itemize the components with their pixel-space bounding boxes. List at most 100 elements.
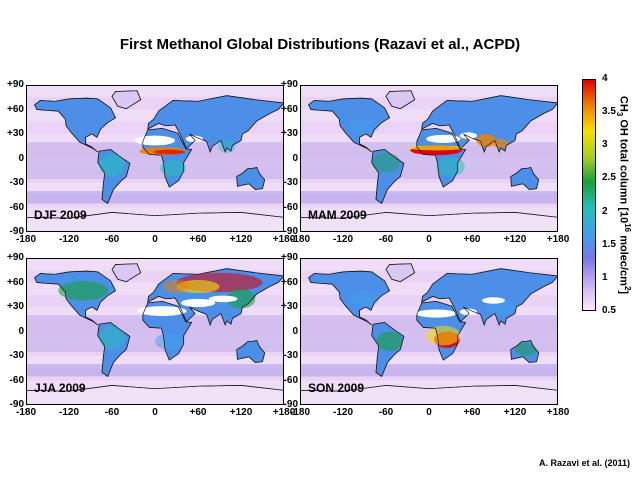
lat-tick-label: -90 bbox=[283, 399, 298, 410]
lon-tick-label: +120 bbox=[229, 234, 253, 245]
methanol-hotspot bbox=[163, 280, 190, 294]
no-data-mask bbox=[134, 135, 176, 146]
colorbar-tick-label: 4 bbox=[602, 73, 608, 84]
no-data-mask bbox=[459, 308, 478, 316]
lat-tick-label: -60 bbox=[283, 374, 298, 386]
lon-tick-label: 0 bbox=[152, 407, 158, 418]
methanol-hotspot bbox=[350, 290, 379, 307]
colorbar-label: CH3 OH total column [1016 molec/cm2] bbox=[615, 95, 632, 295]
lon-tick-label: +180 bbox=[546, 407, 570, 418]
lon-tick-label: +120 bbox=[229, 407, 253, 418]
methanol-hotspot bbox=[407, 145, 465, 151]
map-panel-djf: DJF 2009 bbox=[26, 85, 284, 232]
lat-tick-label: +30 bbox=[7, 128, 24, 139]
lat-tick-label: -90 bbox=[9, 226, 24, 237]
lat-tick-label: -30 bbox=[9, 177, 24, 188]
lat-tick-label: -60 bbox=[9, 374, 24, 386]
lat-tick-label: -60 bbox=[9, 201, 24, 213]
lon-tick-label: 0 bbox=[426, 234, 432, 245]
lat-tick-label: +30 bbox=[281, 301, 298, 312]
map-panel-son: SON 2009 bbox=[300, 258, 558, 405]
no-data-mask bbox=[208, 295, 238, 303]
lat-tick-label: 0 bbox=[292, 325, 298, 337]
colorbar-tick-label: 2 bbox=[602, 205, 608, 217]
lon-tick-label: -120 bbox=[332, 234, 353, 245]
lat-tick-label: +60 bbox=[281, 276, 298, 288]
lat-tick-label: +60 bbox=[7, 103, 24, 115]
lon-tick-label: -60 bbox=[104, 407, 120, 418]
methanol-hotspot bbox=[58, 280, 109, 301]
map-panel-mam: MAM 2009 bbox=[300, 85, 558, 232]
panel-frame bbox=[26, 85, 284, 232]
methanol-hotspot bbox=[99, 326, 125, 350]
methanol-hotspot bbox=[371, 152, 401, 173]
no-data-mask bbox=[185, 135, 204, 143]
colorbar-tick-label: 3 bbox=[602, 139, 608, 151]
lon-tick-label: +180 bbox=[272, 234, 296, 245]
season-label: JJA 2009 bbox=[34, 381, 86, 395]
colorbar-tick-label: 3.5 bbox=[602, 106, 616, 118]
lon-tick-label: -180 bbox=[15, 407, 36, 418]
panel-frame bbox=[300, 85, 558, 232]
methanol-hotspot bbox=[153, 149, 186, 155]
lat-tick-label: +90 bbox=[281, 79, 298, 90]
lon-tick-label: -120 bbox=[58, 407, 79, 418]
lon-tick-label: -120 bbox=[332, 407, 353, 418]
lon-tick-label: +180 bbox=[546, 234, 570, 245]
colorbar-tick-label: 2.5 bbox=[602, 172, 616, 184]
lat-tick-label: -90 bbox=[9, 399, 24, 410]
no-data-mask bbox=[459, 132, 478, 139]
methanol-hotspot bbox=[160, 160, 186, 177]
lon-tick-label: -180 bbox=[15, 234, 36, 245]
lon-tick-label: 0 bbox=[152, 234, 158, 245]
colorbar-tick-label: 1 bbox=[602, 271, 608, 283]
lon-tick-label: +60 bbox=[463, 407, 481, 418]
lat-tick-label: +60 bbox=[281, 103, 298, 115]
methanol-hotspot bbox=[515, 342, 537, 356]
lat-tick-label: -60 bbox=[283, 201, 298, 213]
lon-tick-label: -60 bbox=[378, 407, 394, 418]
methanol-hotspot bbox=[376, 331, 403, 352]
lat-tick-label: 0 bbox=[18, 152, 24, 164]
colorbar-tick-label: 1.5 bbox=[602, 238, 616, 250]
lat-tick-label: -30 bbox=[283, 177, 298, 188]
no-data-mask bbox=[426, 134, 461, 143]
lon-tick-label: +60 bbox=[189, 407, 207, 418]
season-label: DJF 2009 bbox=[34, 208, 87, 222]
colorbar bbox=[582, 79, 596, 311]
methanol-hotspot bbox=[155, 333, 184, 350]
lat-tick-label: +60 bbox=[7, 276, 24, 288]
lat-tick-label: +90 bbox=[7, 79, 24, 90]
lon-tick-label: +120 bbox=[503, 234, 527, 245]
lon-tick-label: -180 bbox=[289, 234, 310, 245]
lat-tick-label: -30 bbox=[9, 350, 24, 361]
lat-tick-label: +30 bbox=[281, 128, 298, 139]
lat-tick-label: 0 bbox=[18, 325, 24, 337]
lon-tick-label: -60 bbox=[104, 234, 120, 245]
lat-tick-label: 0 bbox=[292, 152, 298, 164]
lat-tick-label: +90 bbox=[7, 252, 24, 263]
no-data-mask bbox=[137, 306, 187, 316]
methanol-hotspot bbox=[218, 139, 236, 153]
lat-tick-label: -90 bbox=[283, 226, 298, 237]
map-panel-jja: JJA 2009 bbox=[26, 258, 284, 405]
lon-tick-label: +180 bbox=[272, 407, 296, 418]
colorbar-tick-label: 0.5 bbox=[602, 305, 616, 316]
credit-text: A. Razavi et al. (2011) bbox=[538, 458, 630, 468]
methanol-hotspot bbox=[426, 325, 461, 346]
lon-tick-label: +60 bbox=[189, 234, 207, 245]
panel-frame bbox=[300, 258, 558, 405]
lon-tick-label: -60 bbox=[378, 234, 394, 245]
methanol-hotspot bbox=[350, 117, 379, 134]
lat-tick-label: +90 bbox=[281, 252, 298, 263]
season-label: MAM 2009 bbox=[308, 208, 367, 222]
no-data-mask bbox=[482, 297, 505, 304]
lat-tick-label: +30 bbox=[7, 301, 24, 312]
lon-tick-label: -180 bbox=[289, 407, 310, 418]
no-data-mask bbox=[416, 309, 457, 318]
methanol-hotspot bbox=[99, 153, 125, 177]
season-label: SON 2009 bbox=[308, 381, 365, 395]
no-data-mask bbox=[180, 298, 216, 307]
lon-tick-label: 0 bbox=[426, 407, 432, 418]
panel-frame bbox=[26, 258, 284, 405]
